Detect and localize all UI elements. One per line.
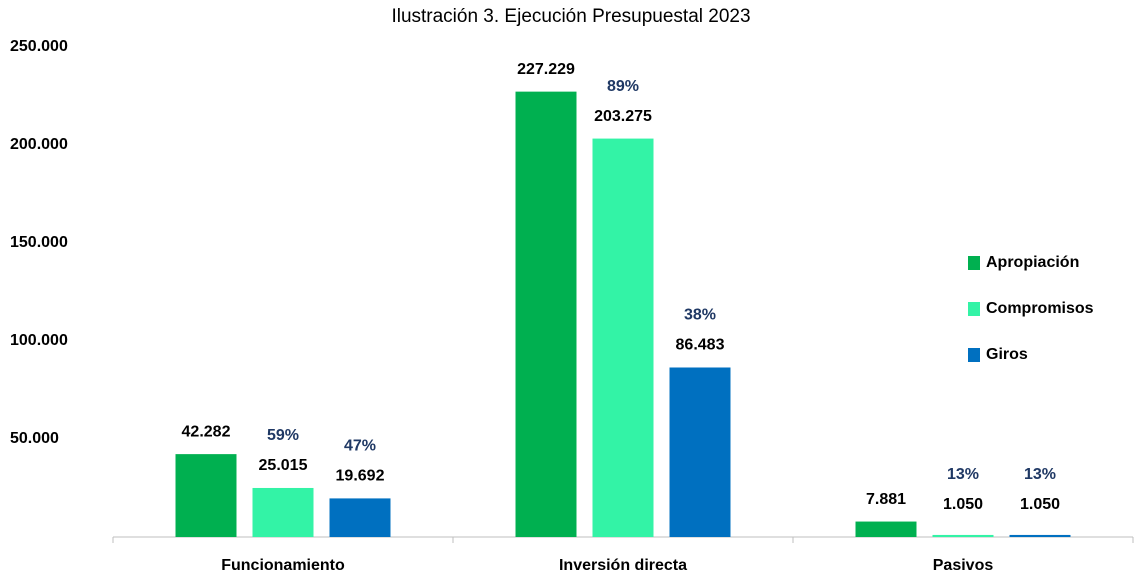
y-tick-label: 250.000 bbox=[10, 38, 68, 55]
x-tick-label: Pasivos bbox=[933, 557, 994, 574]
percent-label: 38% bbox=[684, 307, 716, 324]
bar bbox=[515, 91, 577, 537]
legend-swatch bbox=[968, 256, 980, 270]
percent-label: 59% bbox=[267, 427, 299, 444]
y-tick-label: 200.000 bbox=[10, 136, 68, 153]
percent-label: 13% bbox=[947, 466, 979, 483]
legend-label: Compromisos bbox=[986, 300, 1094, 317]
value-label: 203.275 bbox=[594, 108, 652, 125]
percent-label: 89% bbox=[607, 78, 639, 95]
percent-label: 47% bbox=[344, 438, 376, 455]
legend-swatch bbox=[968, 348, 980, 362]
bar bbox=[932, 534, 994, 537]
legend-label: Apropiación bbox=[986, 254, 1079, 271]
y-tick-label: 100.000 bbox=[10, 332, 68, 349]
y-tick-label: 50.000 bbox=[10, 430, 59, 447]
value-label: 1.050 bbox=[1020, 496, 1060, 513]
value-label: 86.483 bbox=[676, 337, 725, 354]
value-label: 25.015 bbox=[259, 457, 308, 474]
bar bbox=[1009, 534, 1071, 537]
bar bbox=[855, 521, 917, 537]
value-label: 42.282 bbox=[182, 423, 231, 440]
legend-label: Giros bbox=[986, 346, 1028, 363]
x-tick-label: Funcionamiento bbox=[221, 557, 345, 574]
chart-title: Ilustración 3. Ejecución Presupuestal 20… bbox=[391, 6, 750, 27]
value-label: 7.881 bbox=[866, 491, 906, 508]
value-label: 1.050 bbox=[943, 496, 983, 513]
legend-swatch bbox=[968, 302, 980, 316]
percent-label: 13% bbox=[1024, 466, 1056, 483]
bar bbox=[592, 138, 654, 537]
bar bbox=[252, 487, 314, 537]
value-label: 227.229 bbox=[517, 61, 575, 78]
x-tick-label: Inversión directa bbox=[559, 557, 687, 574]
bar bbox=[669, 367, 731, 537]
bar bbox=[329, 498, 391, 537]
value-label: 19.692 bbox=[336, 468, 385, 485]
y-tick-label: 150.000 bbox=[10, 234, 68, 251]
bar bbox=[175, 454, 237, 537]
